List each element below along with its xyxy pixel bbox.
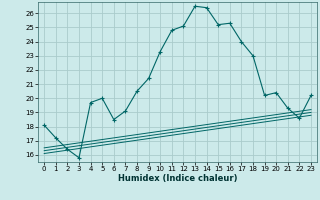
X-axis label: Humidex (Indice chaleur): Humidex (Indice chaleur) bbox=[118, 174, 237, 183]
